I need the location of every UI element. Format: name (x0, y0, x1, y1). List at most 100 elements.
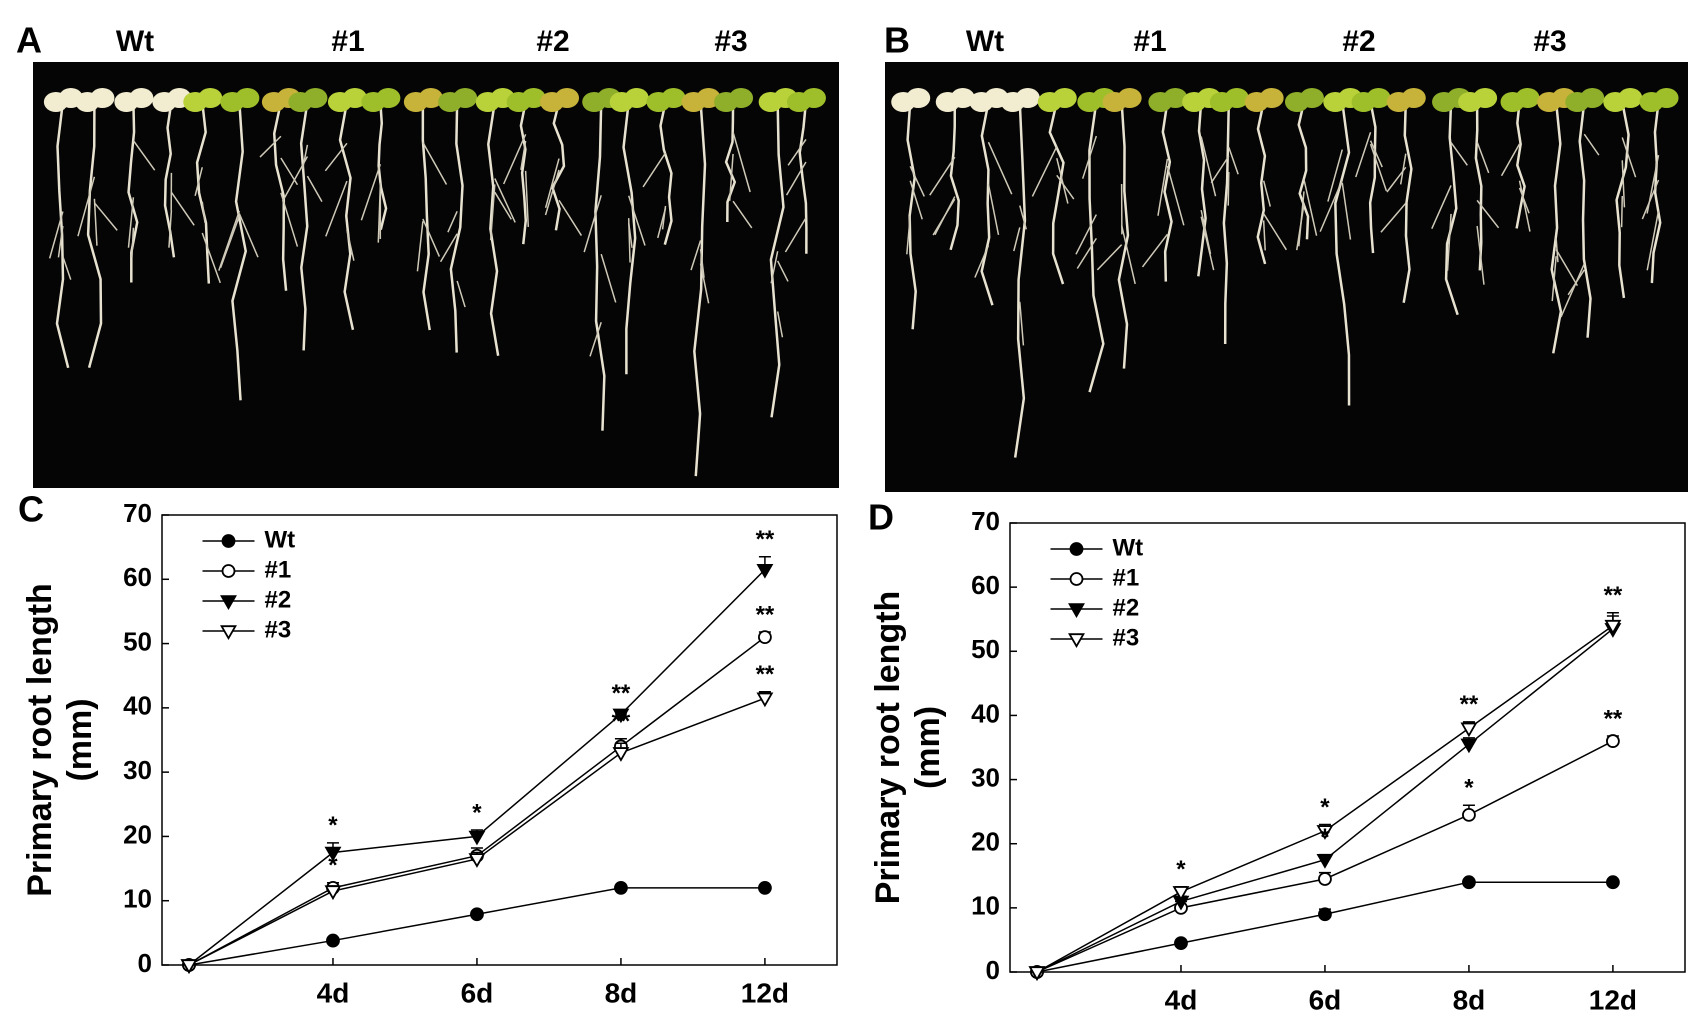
y-tick-label: 50 (123, 626, 152, 656)
legend-label: #3 (265, 616, 292, 643)
cotyledon (235, 88, 259, 108)
marker (327, 935, 339, 947)
marker (1463, 809, 1475, 821)
marker (222, 596, 236, 608)
lateral-root (1622, 196, 1623, 227)
x-tick-label: 8d (1453, 984, 1486, 1015)
y-axis-label-line: Primary root length (869, 591, 907, 905)
cotyledon (802, 88, 826, 108)
cotyledon (906, 88, 930, 108)
photo-label: #1 (1133, 25, 1166, 58)
x-tick-label: 4d (317, 977, 350, 1008)
cotyledon (129, 88, 153, 108)
marker (1607, 735, 1619, 747)
marker (759, 631, 771, 643)
marker (1462, 739, 1476, 751)
cotyledon (453, 88, 477, 108)
significance-mark: * (472, 799, 482, 826)
cotyledon (1118, 88, 1142, 108)
marker (1071, 573, 1083, 585)
y-tick-label: 20 (123, 819, 152, 849)
cotyledon (1260, 88, 1284, 108)
panel-letter: A (16, 20, 42, 61)
cotyledon (1402, 88, 1426, 108)
significance-mark: ** (1460, 691, 1479, 718)
x-tick-label: 12d (741, 977, 789, 1008)
y-axis-label-line: (mm) (909, 706, 947, 789)
cotyledon (1367, 88, 1391, 108)
significance-mark: ** (756, 661, 775, 688)
x-tick-label: 6d (461, 977, 494, 1008)
y-tick-label: 20 (971, 827, 1000, 857)
marker (1071, 543, 1083, 555)
cotyledon (303, 88, 327, 108)
y-tick-label: 70 (971, 506, 1000, 536)
legend-label: #1 (1113, 564, 1140, 591)
photo-label: Wt (116, 25, 154, 58)
y-tick-label: 30 (971, 762, 1000, 792)
marker (1462, 723, 1476, 735)
legend-label: #1 (265, 556, 292, 583)
marker (1070, 604, 1084, 616)
significance-mark: ** (612, 708, 631, 735)
legend-label: #2 (1113, 594, 1140, 621)
cotyledon (1655, 88, 1679, 108)
x-tick-label: 4d (1165, 984, 1198, 1015)
marker (615, 882, 627, 894)
cotyledon (662, 88, 686, 108)
marker (223, 535, 235, 547)
marker (471, 908, 483, 920)
y-tick-label: 30 (123, 755, 152, 785)
significance-mark: ** (612, 680, 631, 707)
significance-mark: * (1320, 794, 1330, 821)
photo-label: Wt (966, 25, 1004, 58)
cotyledon (625, 88, 649, 108)
x-tick-label: 12d (1589, 984, 1637, 1015)
marker (1070, 634, 1084, 646)
significance-mark: ** (1604, 582, 1623, 609)
y-axis-label-line: Primary root length (21, 583, 59, 897)
cotyledon (1225, 88, 1249, 108)
marker (1463, 876, 1475, 888)
significance-mark: ** (756, 526, 775, 553)
plot-frame (162, 515, 837, 965)
marker (222, 626, 236, 638)
cotyledon (198, 88, 222, 108)
significance-mark: * (328, 812, 338, 839)
significance-mark: ** (756, 601, 775, 628)
y-tick-label: 60 (123, 562, 152, 592)
legend-label: Wt (265, 526, 296, 553)
marker (614, 748, 628, 760)
marker (1607, 876, 1619, 888)
cotyledon (1473, 88, 1497, 108)
photo-label: #2 (536, 25, 569, 58)
photo-label: #3 (714, 25, 747, 58)
y-axis-label-line: (mm) (61, 698, 99, 781)
cotyledon (1618, 88, 1642, 108)
cotyledon (1300, 88, 1324, 108)
significance-mark: * (328, 852, 338, 879)
y-tick-label: 40 (971, 698, 1000, 728)
y-tick-label: 10 (971, 891, 1000, 921)
y-tick-label: 0 (138, 948, 152, 978)
x-tick-label: 8d (605, 977, 638, 1008)
y-tick-label: 60 (971, 570, 1000, 600)
legend-label: Wt (1113, 534, 1144, 561)
marker (1319, 908, 1331, 920)
y-tick-label: 10 (123, 884, 152, 914)
series-line (189, 888, 765, 965)
y-tick-label: 0 (986, 955, 1000, 985)
significance-mark: * (1320, 824, 1330, 851)
significance-mark: * (1464, 775, 1474, 802)
cotyledon (376, 88, 400, 108)
lateral-root (1228, 172, 1229, 206)
series-line (1037, 882, 1613, 972)
y-tick-label: 40 (123, 691, 152, 721)
y-tick-label: 50 (971, 634, 1000, 664)
marker (223, 565, 235, 577)
y-axis-label: Primary root length(mm) (21, 583, 99, 897)
photo-label: #3 (1533, 25, 1566, 58)
significance-mark: ** (1604, 705, 1623, 732)
